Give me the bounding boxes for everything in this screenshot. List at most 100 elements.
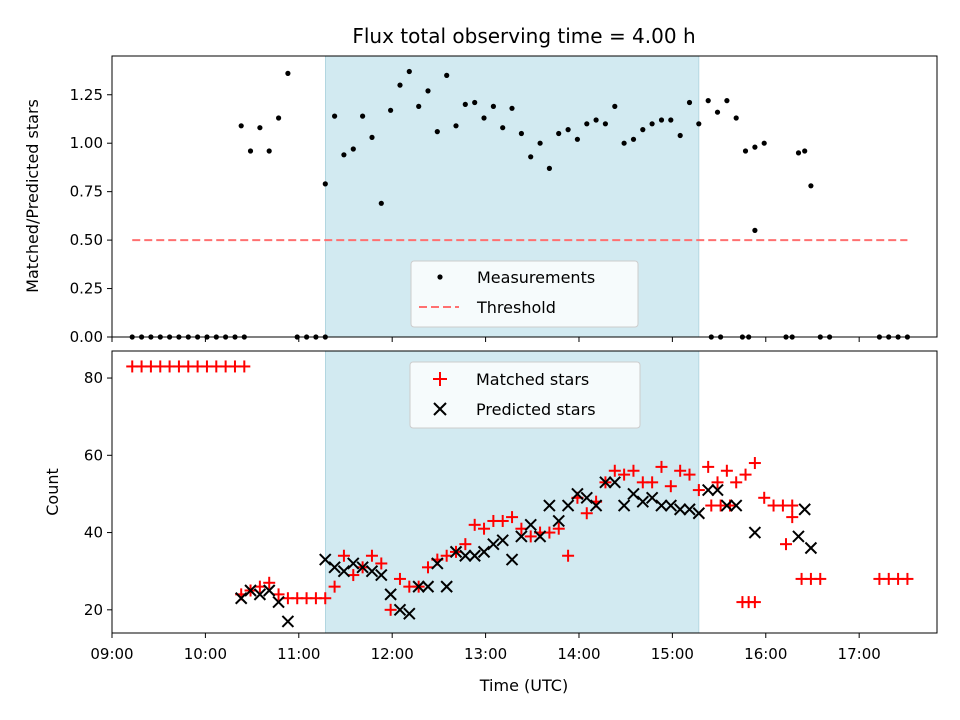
measurement-point [752, 227, 758, 233]
predicted-star-point [412, 580, 425, 593]
predicted-star-point [580, 491, 593, 505]
matched-star-point [655, 460, 668, 473]
x-tick-label: 17:00 [838, 645, 881, 663]
measurement-point [238, 123, 244, 129]
matched-star-point [786, 511, 799, 524]
predicted-star-point [552, 514, 565, 528]
count-y-tick-label: 20 [84, 601, 103, 619]
matched-star-point [901, 572, 914, 585]
ratio-legend: Measurements Threshold [410, 260, 639, 328]
measurement-point [332, 113, 338, 119]
ratio-y-tick-label: 0.25 [70, 280, 103, 298]
count-legend: Matched stars Predicted stars [409, 361, 641, 429]
ratio-legend-box [410, 260, 639, 328]
measurement-point [285, 70, 291, 76]
measurement-point [686, 99, 693, 106]
measurement-point [537, 140, 543, 146]
count-panel: 20 40 60 80 09:00 10:00 11:00 12:00 13:00 14:00 1… [43, 350, 938, 695]
matched-star-point [702, 460, 715, 473]
predicted-star-point [683, 503, 696, 516]
matched-star-point [468, 518, 481, 531]
measurement-point [733, 115, 739, 121]
matched-star-point [608, 464, 621, 477]
matched-star-point [543, 526, 556, 539]
matched-star-point [748, 596, 761, 609]
measurement-point [761, 140, 767, 146]
predicted-star-point [524, 518, 537, 532]
x-tick-label: 10:00 [184, 645, 227, 663]
predicted-star-point [244, 584, 257, 597]
predicted-star-point [384, 588, 397, 601]
measurement-point [565, 127, 571, 133]
predicted-star-point [589, 499, 603, 512]
measurement-point [266, 148, 272, 154]
predicted-star-point [337, 564, 351, 578]
count-y-tick-label: 60 [84, 446, 103, 464]
predicted-star-point [608, 476, 621, 489]
measurement-point [724, 98, 730, 104]
measurement-point [621, 140, 627, 146]
predicted-star-point [720, 499, 734, 512]
count-marks [126, 360, 914, 628]
count-y-ticks: 20 40 60 80 [84, 369, 112, 619]
measurement-point [612, 103, 618, 109]
matched-star-point [440, 549, 453, 562]
ratio-y-tick-label: 1.00 [70, 134, 103, 152]
measurement-point [509, 105, 515, 111]
measurement-point [696, 121, 702, 127]
predicted-star-point [792, 530, 805, 543]
matched-star-point [384, 603, 397, 616]
matched-star-point [319, 592, 332, 605]
matched-star-point [375, 557, 388, 570]
x-tick-label: 13:00 [464, 645, 507, 663]
predicted-star-point [804, 541, 818, 555]
x-tick-label: 14:00 [557, 645, 600, 663]
matched-star-point [730, 476, 743, 489]
predicted-star-point [234, 592, 248, 605]
matched-star-point [347, 569, 360, 582]
ratio-y-tick-label: 0.00 [70, 328, 103, 346]
predicted-star-point [319, 553, 332, 566]
measurement-point [247, 148, 254, 154]
matched-star-point [580, 507, 593, 520]
measurement-point [322, 181, 328, 187]
predicted-star-point [477, 545, 491, 559]
predicted-star-point [798, 503, 811, 516]
predicted-star-point [440, 580, 453, 593]
measurement-point [462, 101, 468, 107]
measurement-point [257, 125, 263, 131]
measurement-point [350, 146, 356, 152]
matched-star-point [618, 468, 631, 481]
ratio-x-ticks [111, 337, 860, 342]
ratio-y-tick-label: 1.25 [70, 86, 103, 104]
matched-star-point [337, 549, 350, 562]
predicted-star-point [449, 545, 463, 559]
measurement-point [518, 130, 525, 137]
measurement-point [658, 117, 665, 123]
measurement-point [434, 129, 440, 135]
measurement-point [668, 117, 674, 123]
predicted-star-point [571, 487, 584, 501]
measurement-point [397, 82, 403, 88]
measurement-point [602, 121, 609, 127]
measurement-point [714, 109, 721, 115]
matched-star-point [720, 464, 733, 477]
predicted-star-point [729, 499, 743, 512]
predicted-star-point [356, 561, 369, 574]
matched-star-point [496, 514, 509, 527]
matched-star-point [786, 499, 799, 512]
matched-star-point [758, 491, 771, 504]
measurement-point [593, 117, 599, 123]
predicted-star-point [487, 537, 500, 551]
matched-star-point [459, 538, 472, 551]
predicted-star-point [468, 549, 481, 562]
measurement-point [802, 148, 808, 154]
predicted-star-point [365, 564, 379, 578]
matched-star-point [683, 468, 696, 481]
matched-star-point [506, 511, 519, 524]
count-y-tick-label: 80 [84, 369, 103, 387]
measurement-point [406, 68, 412, 75]
measurement-point [705, 98, 711, 104]
matched-star-point [692, 484, 705, 497]
measurement-point [574, 136, 581, 142]
